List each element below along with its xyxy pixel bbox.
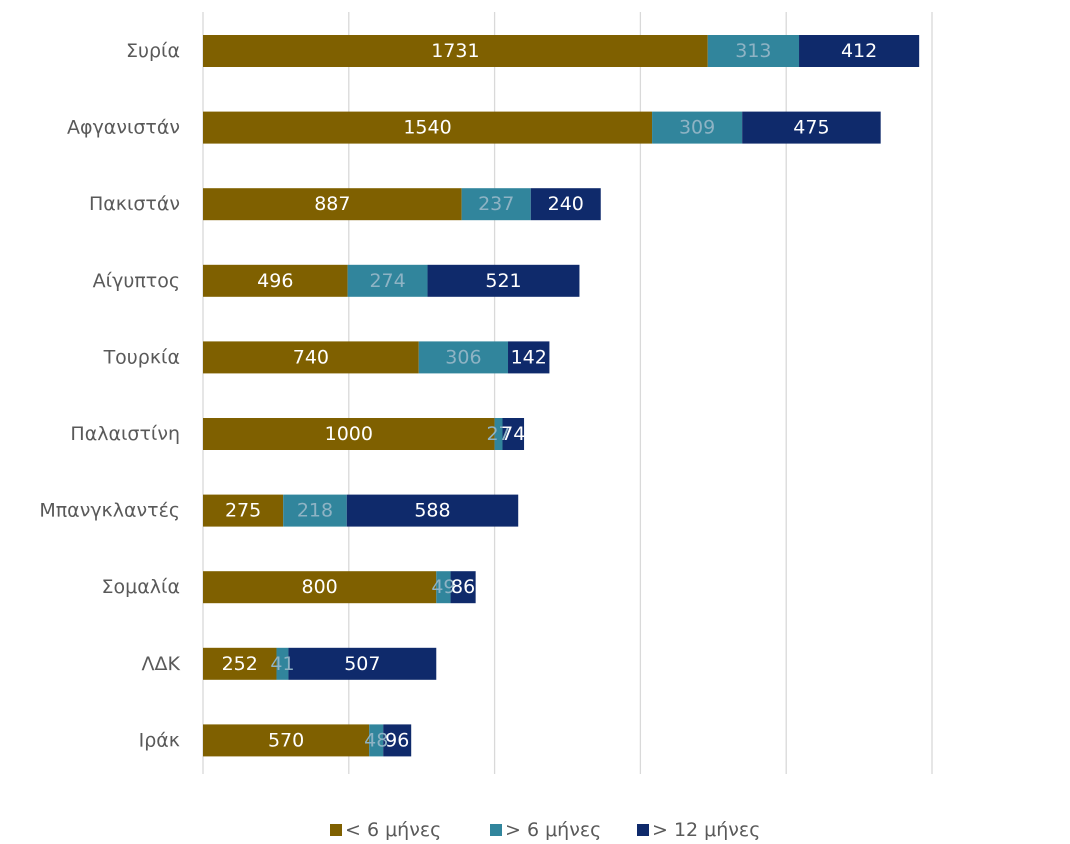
category-label: Πακιστάν [89,193,180,215]
data-label: 237 [478,193,514,215]
data-label: 27 [486,423,510,445]
data-label: 412 [841,40,877,62]
bar-segment-series-1 [203,724,370,757]
bar-segment-series-2 [418,341,509,374]
data-label: 48 [364,729,388,751]
data-label: 74 [501,423,525,445]
category-label: Μπανγκλαντές [39,500,180,522]
bar-segment-series-3 [502,418,525,450]
bar-segment-series-1 [203,494,284,527]
bar-segment-series-3 [530,188,601,221]
bar-segment-series-1 [203,188,462,221]
bar-segment-series-2 [461,188,531,221]
category-labels: Συρία Αφγανιστάν Πακιστάν Αίγυπτος Τουρκία Πα… [39,40,180,751]
data-label: 1000 [325,423,373,445]
data-label: 41 [270,653,294,675]
data-label: 570 [268,729,304,751]
bar-segment-series-1 [203,418,495,450]
data-label: 86 [451,576,475,598]
bar-segment-series-3 [288,647,437,680]
data-label: 475 [793,117,829,139]
category-label: ΛΔΚ [142,653,181,675]
bar-segment-series-1 [203,571,437,604]
bar-segment-series-2 [707,35,800,67]
category-label: Τουρκία [103,346,180,368]
data-labels: 1731 313 412 1540 309 475 887 237 240 496 274 521 74… [222,40,878,751]
data-label: 142 [511,346,547,368]
bar-segment-series-3 [742,111,881,144]
data-label: 96 [385,729,409,751]
bar-segment-series-2 [283,494,347,527]
category-label: Ιράκ [139,729,180,751]
category-label: Αφγανιστάν [67,117,180,139]
data-label: 521 [485,270,521,292]
legend-swatch [330,824,342,836]
data-label: 588 [414,500,450,522]
data-label: 218 [297,500,333,522]
legend-label: < 6 μήνες [345,819,441,841]
legend-swatch [490,824,502,836]
category-label: Παλαιστίνη [70,423,180,445]
data-label: 274 [369,270,405,292]
legend-label: > 6 μήνες [505,819,601,841]
bar-segment-series-2 [436,571,451,604]
data-label: 240 [548,193,584,215]
category-label: Αίγυπτος [93,270,180,292]
data-label: 800 [302,576,338,598]
data-label: 1540 [403,117,451,139]
category-label: Σομαλία [102,576,180,598]
bar-segment-series-3 [799,35,920,67]
data-label: 313 [735,40,771,62]
data-label: 49 [431,576,455,598]
category-label: Συρία [126,40,180,62]
bar-segment-series-3 [450,571,476,604]
data-label: 887 [314,193,350,215]
legend-label: > 12 μήνες [652,819,760,841]
data-label: 306 [445,346,481,368]
data-label: 275 [225,500,261,522]
bar-segment-series-2 [276,647,289,680]
bar-segment-series-3 [346,494,519,527]
bar-segment-series-1 [203,35,708,67]
data-label: 309 [679,117,715,139]
legend: < 6 μήνες > 6 μήνες > 12 μήνες [330,819,760,841]
legend-swatch [637,824,649,836]
bar-segment-series-1 [203,647,277,680]
data-label: 252 [222,653,258,675]
bar-segment-series-3 [427,264,580,297]
bar-segment-series-3 [383,724,412,757]
data-label: 740 [293,346,329,368]
bar-segment-series-2 [369,724,384,757]
bar-segment-series-1 [203,264,348,297]
bar-segment-series-2 [652,111,743,144]
data-label: 507 [344,653,380,675]
bar-segment-series-2 [494,418,503,450]
bars [203,35,920,757]
data-label: 1731 [431,40,479,62]
bar-segment-series-1 [203,111,653,144]
bar-segment-series-1 [203,341,419,374]
data-label: 496 [257,270,293,292]
bar-segment-series-2 [347,264,428,297]
bar-segment-series-3 [508,341,550,374]
